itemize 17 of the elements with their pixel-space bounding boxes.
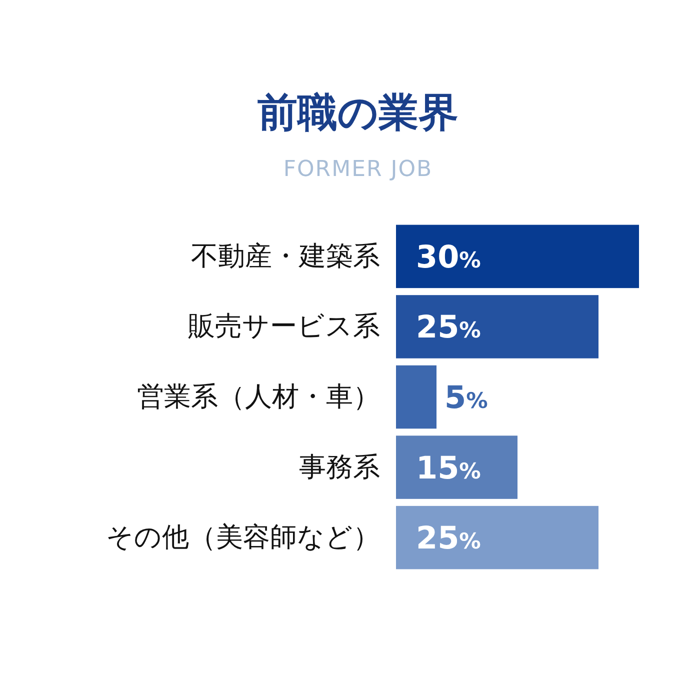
y-tick-label: 営業系（人材・車）	[137, 382, 380, 412]
y-tick-label: 事務系	[299, 452, 380, 483]
data-label: 25%	[416, 310, 482, 346]
data-label: 30%	[416, 239, 482, 276]
y-tick-label: 不動産・建築系	[191, 240, 380, 272]
bar	[396, 295, 598, 358]
bar	[396, 365, 436, 429]
y-tick-label: 販売サービス系	[188, 311, 380, 342]
chart-subtitle: FORMER JOB	[283, 157, 433, 182]
bar	[396, 436, 518, 499]
data-label: 15%	[416, 450, 482, 486]
data-label: 25%	[416, 520, 482, 557]
y-tick-label: その他（美容師など）	[106, 522, 380, 554]
chart-title: 前職の業界	[258, 90, 458, 136]
bar	[396, 224, 639, 288]
bar	[396, 506, 598, 570]
data-label: 5%	[444, 380, 488, 416]
